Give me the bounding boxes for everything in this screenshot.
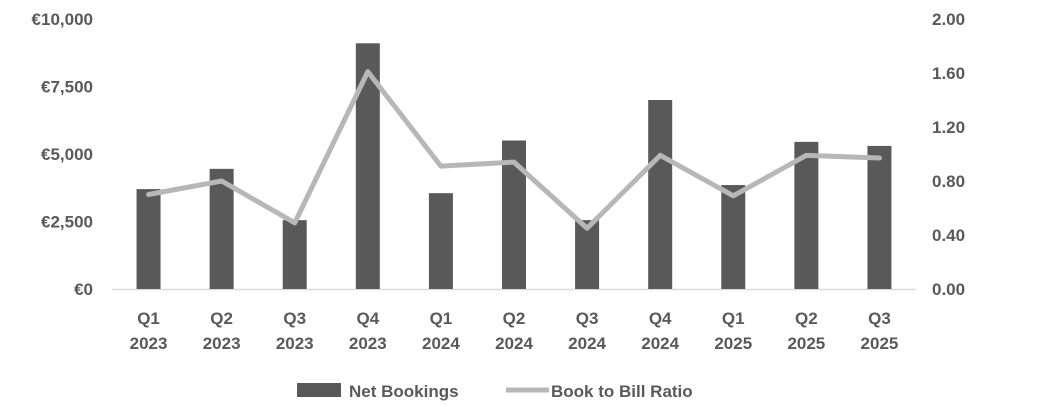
line-point	[366, 70, 369, 73]
right-tick-label: 1.20	[932, 118, 965, 137]
bar	[282, 220, 307, 289]
right-tick-label: 0.00	[932, 280, 965, 299]
net-bookings-series	[136, 43, 892, 289]
line-point	[439, 165, 442, 168]
x-tick-label: Q1 2024	[422, 309, 460, 353]
left-tick-label: €0	[74, 280, 93, 299]
bar	[209, 168, 234, 289]
line-point	[805, 154, 808, 157]
bar	[575, 220, 600, 289]
legend-label-book-to-bill: Book to Bill Ratio	[551, 382, 693, 401]
bar	[794, 141, 819, 289]
bar	[721, 185, 746, 289]
line-point	[732, 194, 735, 197]
x-axis: Q1 2023 Q2 2023 Q3 2023 Q4 2023 Q1 2024 Q2 2024 Q3 20…	[112, 288, 916, 353]
x-tick-label: Q2 2023	[203, 309, 241, 353]
left-tick-label: €2,500	[41, 213, 93, 232]
x-tick-label: Q1 2025	[714, 309, 752, 353]
line-point	[586, 227, 589, 230]
x-tick-label: Q2 2025	[787, 309, 825, 353]
left-tick-label: €10,000	[32, 10, 93, 29]
legend: Net Bookings Book to Bill Ratio	[297, 382, 693, 401]
line-point	[220, 180, 223, 182]
bar	[648, 100, 673, 289]
left-tick-label: €7,500	[41, 78, 93, 97]
left-tick-label: €5,000	[41, 145, 93, 164]
x-tick-label: Q4 2023	[349, 309, 387, 353]
right-tick-label: 2.00	[932, 10, 965, 29]
bar	[136, 189, 161, 289]
x-tick-label: Q2 2024	[495, 309, 533, 353]
right-y-axis: 0.00 0.40 0.80 1.20 1.60 2.00	[932, 10, 965, 299]
x-tick-label: Q3 2024	[568, 309, 606, 353]
right-tick-label: 1.60	[932, 64, 965, 83]
x-tick-label: Q1 2023	[130, 309, 168, 353]
line-point	[147, 193, 150, 196]
right-tick-label: 0.40	[932, 226, 965, 245]
right-tick-label: 0.80	[932, 172, 965, 191]
legend-label-net-bookings: Net Bookings	[349, 382, 459, 401]
x-tick-label: Q3 2025	[861, 309, 899, 353]
left-y-axis: €0 €2,500 €5,000 €7,500 €10,000	[32, 10, 93, 299]
line-point	[293, 221, 296, 224]
line-point	[513, 161, 515, 164]
bar	[867, 145, 892, 289]
x-tick-label: Q3 2023	[276, 309, 314, 353]
line-point	[659, 154, 662, 157]
line-point	[878, 157, 881, 160]
book-to-bill-series	[146, 69, 882, 231]
legend-swatch-net-bookings	[297, 383, 341, 397]
x-tick-label: Q4 2024	[641, 309, 679, 353]
bar	[428, 193, 453, 289]
